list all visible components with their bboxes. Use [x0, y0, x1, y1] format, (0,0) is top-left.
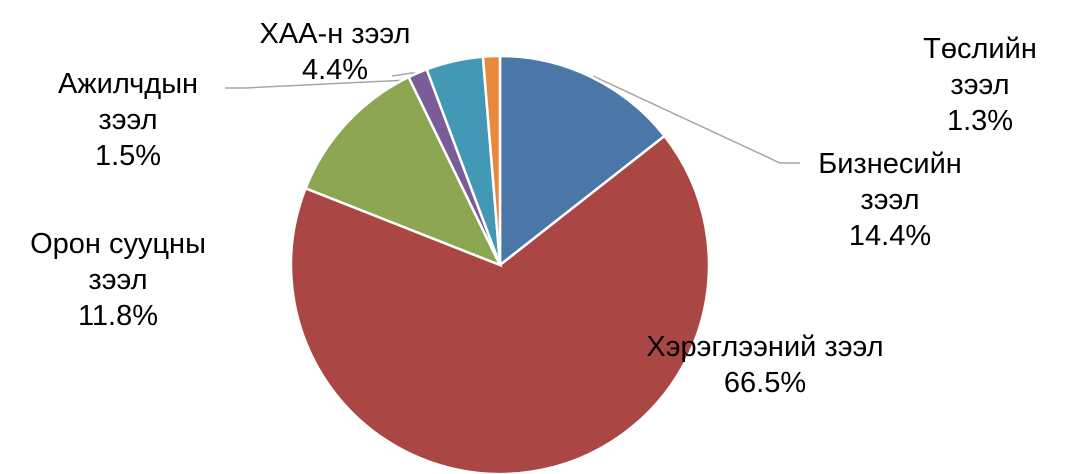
- category-label: Бизнесийн зээл: [818, 148, 962, 216]
- category-label: Орон сууцны зээл: [30, 228, 206, 296]
- data-label: Хэрэглээний зээл 66.5%: [645, 329, 885, 401]
- value-label: 66.5%: [723, 367, 807, 399]
- data-label: Ажилчдын зээл 1.5%: [28, 66, 228, 174]
- data-label: Төслийн зээл 1.3%: [905, 31, 1055, 139]
- pie-slice: [303, 75, 503, 268]
- data-label: Бизнесийн зээл 14.4%: [790, 146, 990, 254]
- pie-slice: [481, 54, 502, 266]
- category-label: Төслийн зээл: [923, 33, 1037, 101]
- value-label: 1.3%: [946, 105, 1014, 137]
- data-label: Орон сууцны зээл 11.8%: [3, 226, 233, 334]
- data-label: ХАА-н зээл 4.4%: [220, 16, 450, 88]
- category-label: Ажилчдын зээл: [57, 68, 199, 136]
- pie-slice: [498, 54, 667, 268]
- value-label: 11.8%: [77, 300, 159, 332]
- category-label: Хэрэглээний зээл: [646, 331, 884, 363]
- value-label: 4.4%: [301, 54, 369, 86]
- pie-slice: [289, 134, 711, 474]
- category-label: ХАА-н зээл: [259, 18, 411, 50]
- value-label: 14.4%: [848, 220, 932, 252]
- leader-line: [225, 79, 409, 89]
- value-label: 1.5%: [94, 140, 162, 172]
- leader-line: [592, 75, 800, 164]
